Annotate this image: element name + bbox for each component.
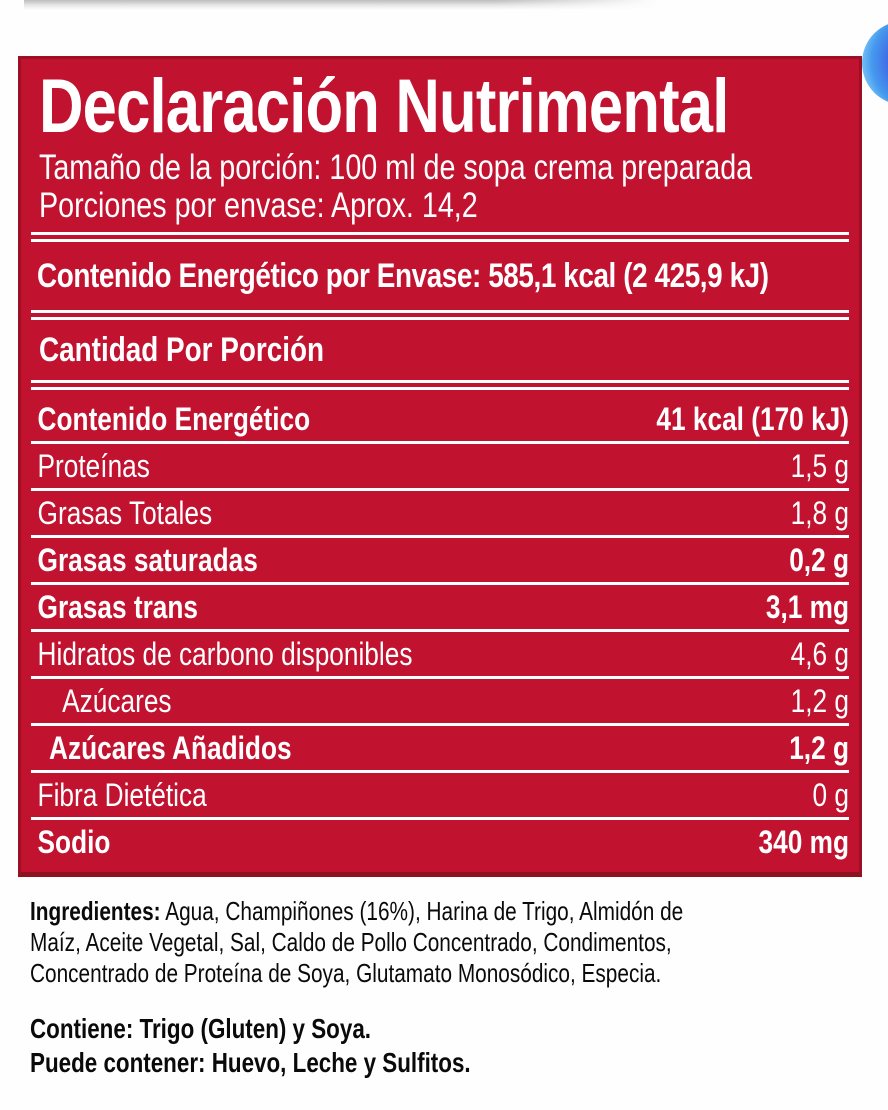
nutrition-row: Sodio 340 mg xyxy=(31,820,849,864)
contains-line: Contiene: Trigo (Gluten) y Soya. xyxy=(30,1013,371,1044)
row-divider xyxy=(31,628,849,632)
nutrient-value: 340 mg xyxy=(758,823,849,860)
row-divider xyxy=(31,440,849,444)
nutrient-name: Hidratos de carbono disponibles xyxy=(37,635,413,672)
nutrient-value: 1,2 g xyxy=(790,682,849,719)
row-divider xyxy=(31,534,849,538)
nutrient-name: Fibra Dietética xyxy=(37,776,207,813)
row-divider xyxy=(31,487,849,491)
row-divider xyxy=(31,816,849,820)
nutrition-row: Hidratos de carbono disponibles 4,6 g xyxy=(31,632,849,676)
ingredients-text: Agua, Champiñones (16%), Harina de Trigo… xyxy=(30,896,684,989)
nutrient-name: Grasas saturadas xyxy=(37,541,258,578)
nutrition-label-panel: Declaración Nutrimental Tamaño de la por… xyxy=(18,56,862,877)
nutrient-name: Grasas trans xyxy=(37,588,199,625)
nutrition-row: Contenido Energético 41 kcal (170 kJ) xyxy=(31,397,849,441)
nutrition-row: Fibra Dietética 0 g xyxy=(31,773,849,817)
amount-per-serving-header: Cantidad Por Porción xyxy=(39,330,325,369)
servings-per-package-line: Porciones por envase: Aprox. 14,2 xyxy=(39,185,478,225)
nutrient-value: 3,1 mg xyxy=(765,588,849,625)
nutrient-name: Proteínas xyxy=(37,447,150,484)
row-divider xyxy=(31,581,849,585)
nutrient-value: 1,8 g xyxy=(790,494,849,531)
nutrient-value: 0,2 g xyxy=(789,541,849,578)
nutrient-name: Azúcares Añadidos xyxy=(49,729,292,766)
ingredients-paragraph: Ingredientes: Agua, Champiñones (16%), H… xyxy=(30,896,692,990)
nutrition-row: Grasas saturadas 0,2 g xyxy=(31,538,849,582)
nutrient-value: 41 kcal (170 kJ) xyxy=(656,400,849,437)
ingredients-label: Ingredientes: xyxy=(30,896,161,926)
top-shadow xyxy=(24,0,836,10)
nutrition-row: Proteínas 1,5 g xyxy=(31,444,849,488)
double-rule xyxy=(31,379,849,390)
energy-per-package-line: Contenido Energético por Envase: 585,1 k… xyxy=(37,256,769,295)
nutrition-row: Grasas trans 3,1 mg xyxy=(31,585,849,629)
nutrient-value: 1,5 g xyxy=(790,447,849,484)
floating-widget-button[interactable] xyxy=(862,21,888,105)
row-divider xyxy=(31,722,849,726)
nutrient-value: 4,6 g xyxy=(790,635,849,672)
nutrient-name: Grasas Totales xyxy=(37,494,213,531)
nutrition-row: Grasas Totales 1,8 g xyxy=(31,491,849,535)
double-rule xyxy=(31,309,849,320)
may-contain-line: Puede contener: Huevo, Leche y Sulfitos. xyxy=(30,1047,471,1079)
double-rule xyxy=(31,231,849,242)
row-divider xyxy=(31,675,849,679)
row-divider xyxy=(31,769,849,773)
nutrient-name: Contenido Energético xyxy=(37,400,311,437)
nutrient-value: 0 g xyxy=(812,776,849,813)
nutrition-row: Azúcares 1,2 g xyxy=(31,679,849,723)
label-title: Declaración Nutrimental xyxy=(39,64,729,149)
nutrient-value: 1,2 g xyxy=(789,729,849,766)
allergen-info: Contiene: Trigo (Gluten) y Soya. Puede c… xyxy=(30,1012,692,1080)
nutrient-name: Azúcares xyxy=(62,682,172,719)
serving-size-line: Tamaño de la porción: 100 ml de sopa cre… xyxy=(39,147,753,187)
nutrient-name: Sodio xyxy=(37,823,111,860)
nutrition-row: Azúcares Añadidos 1,2 g xyxy=(31,726,849,770)
